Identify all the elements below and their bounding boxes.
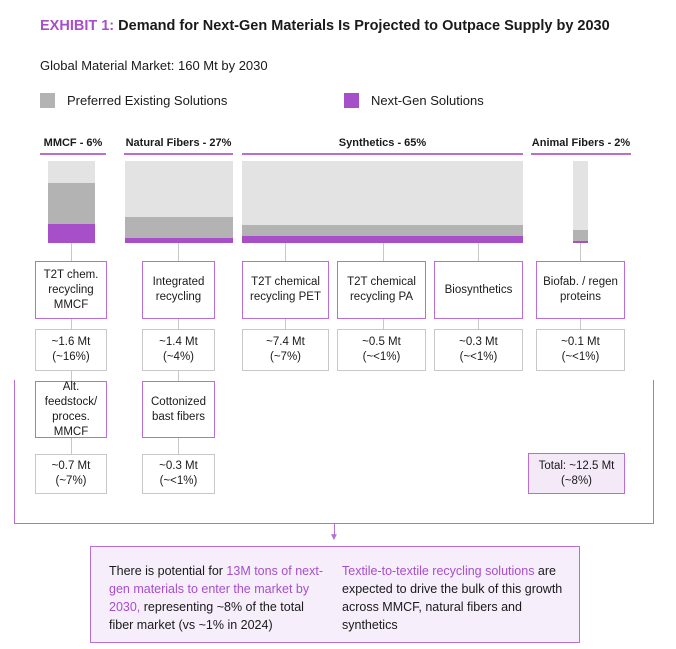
value-t2t-pa: ~0.5 Mt (~<1%) bbox=[337, 329, 426, 371]
legend-label-existing: Preferred Existing Solutions bbox=[67, 93, 228, 108]
legend-swatch-existing bbox=[40, 93, 55, 108]
page-title: EXHIBIT 1: Demand for Next-Gen Materials… bbox=[40, 18, 610, 34]
solution-mmcf-alt: Alt. feedstock/ proces. MMCF bbox=[35, 381, 107, 438]
category-natural-line bbox=[124, 153, 233, 155]
column-animal-fibers bbox=[573, 161, 588, 243]
summary-callout: There is potential for 13M tons of next-… bbox=[90, 546, 580, 643]
column-mmcf bbox=[48, 161, 95, 243]
solution-cottonized-bast: Cottonized bast fibers bbox=[142, 381, 215, 438]
solution-t2t-pa: T2T chemical recycling PA bbox=[337, 261, 426, 319]
solution-mmcf-t2t: T2T chem. recycling MMCF bbox=[35, 261, 107, 319]
exhibit-label: EXHIBIT 1: bbox=[40, 18, 115, 34]
category-synthetics-label: Synthetics - 65% bbox=[338, 137, 427, 149]
value-t2t-pet: ~7.4 Mt (~7%) bbox=[242, 329, 329, 371]
bar-existing-mmcf bbox=[48, 183, 95, 224]
bar-nextgen-mmcf bbox=[48, 224, 95, 243]
bar-existing-synthetics bbox=[242, 225, 523, 236]
arrow-down-icon: ▼ bbox=[329, 532, 339, 543]
category-natural-label: Natural Fibers - 27% bbox=[125, 137, 232, 149]
category-mmcf-line bbox=[40, 153, 106, 155]
column-natural-fibers bbox=[125, 161, 233, 243]
value-integrated-recycling: ~1.4 Mt (~4%) bbox=[142, 329, 215, 371]
solution-t2t-pet: T2T chemical recycling PET bbox=[242, 261, 329, 319]
category-animal-label: Animal Fibers - 2% bbox=[531, 137, 631, 149]
category-synthetics-line bbox=[242, 153, 523, 155]
title-text: Demand for Next-Gen Materials Is Project… bbox=[118, 18, 610, 34]
solution-biosynthetics: Biosynthetics bbox=[434, 261, 523, 319]
legend-label-nextgen: Next-Gen Solutions bbox=[371, 93, 484, 108]
column-synthetics bbox=[242, 161, 523, 243]
value-cottonized-bast: ~0.3 Mt (~<1%) bbox=[142, 454, 215, 494]
bar-nextgen-animal-fibers bbox=[573, 241, 588, 243]
bar-nextgen-natural-fibers bbox=[125, 238, 233, 243]
solution-biofab-proteins: Biofab. / regen proteins bbox=[536, 261, 625, 319]
bar-existing-animal-fibers bbox=[573, 230, 588, 241]
value-mmcf-t2t: ~1.6 Mt (~16%) bbox=[35, 329, 107, 371]
legend-nextgen: Next-Gen Solutions bbox=[344, 93, 484, 108]
summary-bracket bbox=[14, 380, 654, 524]
callout-left: There is potential for 13M tons of next-… bbox=[109, 564, 323, 632]
legend-existing: Preferred Existing Solutions bbox=[40, 93, 227, 108]
callout-right: Textile-to-textile recycling solutions a… bbox=[342, 564, 563, 632]
subtitle: Global Material Market: 160 Mt by 2030 bbox=[40, 58, 268, 73]
bracket-connector bbox=[334, 524, 335, 538]
bar-nextgen-synthetics bbox=[242, 236, 523, 243]
total-box: Total: ~12.5 Mt (~8%) bbox=[528, 453, 625, 494]
solution-integrated-recycling: Integrated recycling bbox=[142, 261, 215, 319]
legend-swatch-nextgen bbox=[344, 93, 359, 108]
bar-existing-natural-fibers bbox=[125, 217, 233, 238]
value-biofab-proteins: ~0.1 Mt (~<1%) bbox=[536, 329, 625, 371]
value-biosynthetics: ~0.3 Mt (~<1%) bbox=[434, 329, 523, 371]
category-mmcf-label: MMCF - 6% bbox=[43, 137, 103, 149]
value-mmcf-alt: ~0.7 Mt (~7%) bbox=[35, 454, 107, 494]
category-animal-line bbox=[531, 153, 631, 155]
